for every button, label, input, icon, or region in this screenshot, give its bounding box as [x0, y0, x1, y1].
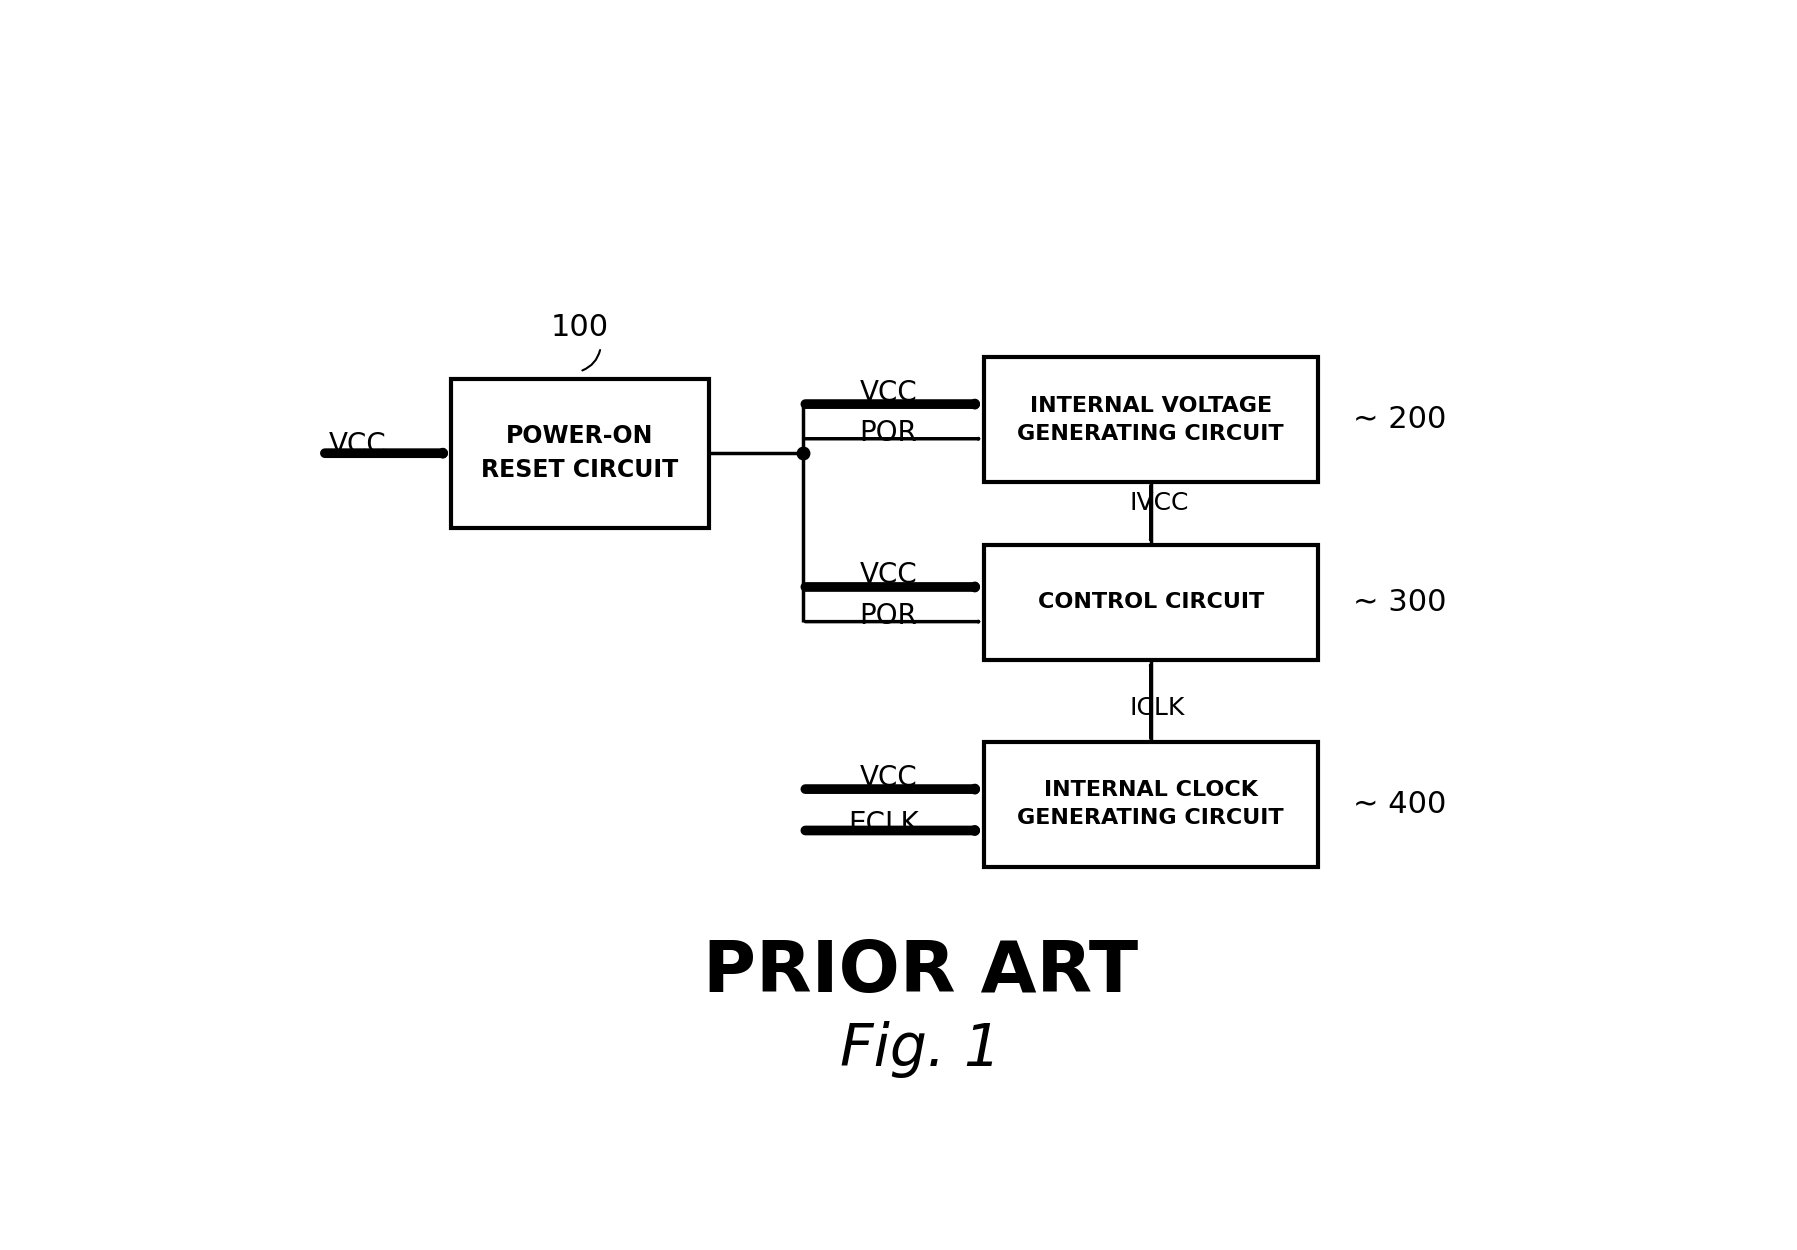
Text: IVCC: IVCC	[1130, 491, 1190, 515]
FancyBboxPatch shape	[983, 545, 1317, 660]
Text: ∼ 400: ∼ 400	[1353, 790, 1447, 819]
Text: INTERNAL CLOCK
GENERATING CIRCUIT: INTERNAL CLOCK GENERATING CIRCUIT	[1017, 780, 1285, 829]
Text: ∼ 200: ∼ 200	[1353, 405, 1447, 434]
Text: Fig. 1: Fig. 1	[841, 1021, 1001, 1079]
Text: VCC: VCC	[329, 431, 386, 460]
FancyBboxPatch shape	[983, 742, 1317, 868]
Text: VCC: VCC	[859, 764, 918, 791]
Text: INTERNAL VOLTAGE
GENERATING CIRCUIT: INTERNAL VOLTAGE GENERATING CIRCUIT	[1017, 395, 1285, 444]
Text: POWER-ON
RESET CIRCUIT: POWER-ON RESET CIRCUIT	[482, 425, 679, 483]
Text: POR: POR	[859, 601, 918, 630]
FancyBboxPatch shape	[983, 357, 1317, 482]
Text: ∼ 300: ∼ 300	[1353, 588, 1447, 616]
Text: VCC: VCC	[859, 561, 918, 590]
Text: POR: POR	[859, 419, 918, 447]
Text: ICLK: ICLK	[1130, 696, 1186, 720]
Text: CONTROL CIRCUIT: CONTROL CIRCUIT	[1037, 592, 1263, 612]
Text: ECLK: ECLK	[848, 810, 920, 838]
FancyBboxPatch shape	[451, 379, 708, 528]
Text: 100: 100	[550, 314, 609, 342]
Text: VCC: VCC	[859, 379, 918, 406]
Text: PRIOR ART: PRIOR ART	[703, 939, 1139, 1008]
